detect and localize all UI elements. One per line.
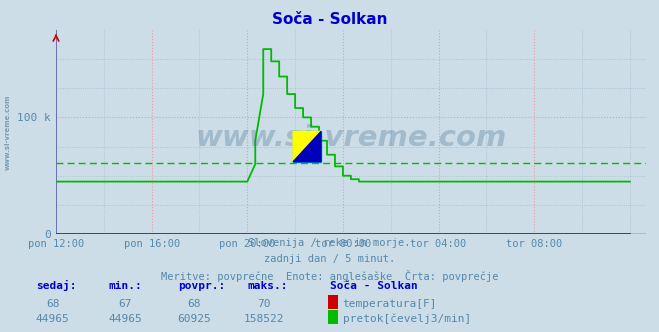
Text: 70: 70 [257,299,270,309]
Polygon shape [293,131,321,162]
Text: Soča - Solkan: Soča - Solkan [330,281,417,291]
Text: Slovenija / reke in morje.: Slovenija / reke in morje. [248,238,411,248]
Text: min.:: min.: [109,281,142,291]
Polygon shape [293,131,321,162]
Text: pretok[čevelj3/min]: pretok[čevelj3/min] [343,313,471,324]
Text: 44965: 44965 [36,314,70,324]
Polygon shape [293,131,321,162]
Text: maks.:: maks.: [247,281,287,291]
Text: sedaj:: sedaj: [36,280,76,291]
Text: 67: 67 [119,299,132,309]
Text: 60925: 60925 [177,314,212,324]
Text: 68: 68 [46,299,59,309]
Text: www.si-vreme.com: www.si-vreme.com [5,95,11,171]
Text: temperatura[F]: temperatura[F] [343,299,437,309]
Text: 158522: 158522 [243,314,284,324]
Text: Soča - Solkan: Soča - Solkan [272,12,387,27]
Text: povpr.:: povpr.: [178,281,225,291]
Text: Meritve: povprečne  Enote: anglešaške  Črta: povprečje: Meritve: povprečne Enote: anglešaške Črt… [161,270,498,282]
Text: 44965: 44965 [108,314,142,324]
Text: zadnji dan / 5 minut.: zadnji dan / 5 minut. [264,254,395,264]
Text: www.si-vreme.com: www.si-vreme.com [195,124,507,152]
Text: 68: 68 [188,299,201,309]
